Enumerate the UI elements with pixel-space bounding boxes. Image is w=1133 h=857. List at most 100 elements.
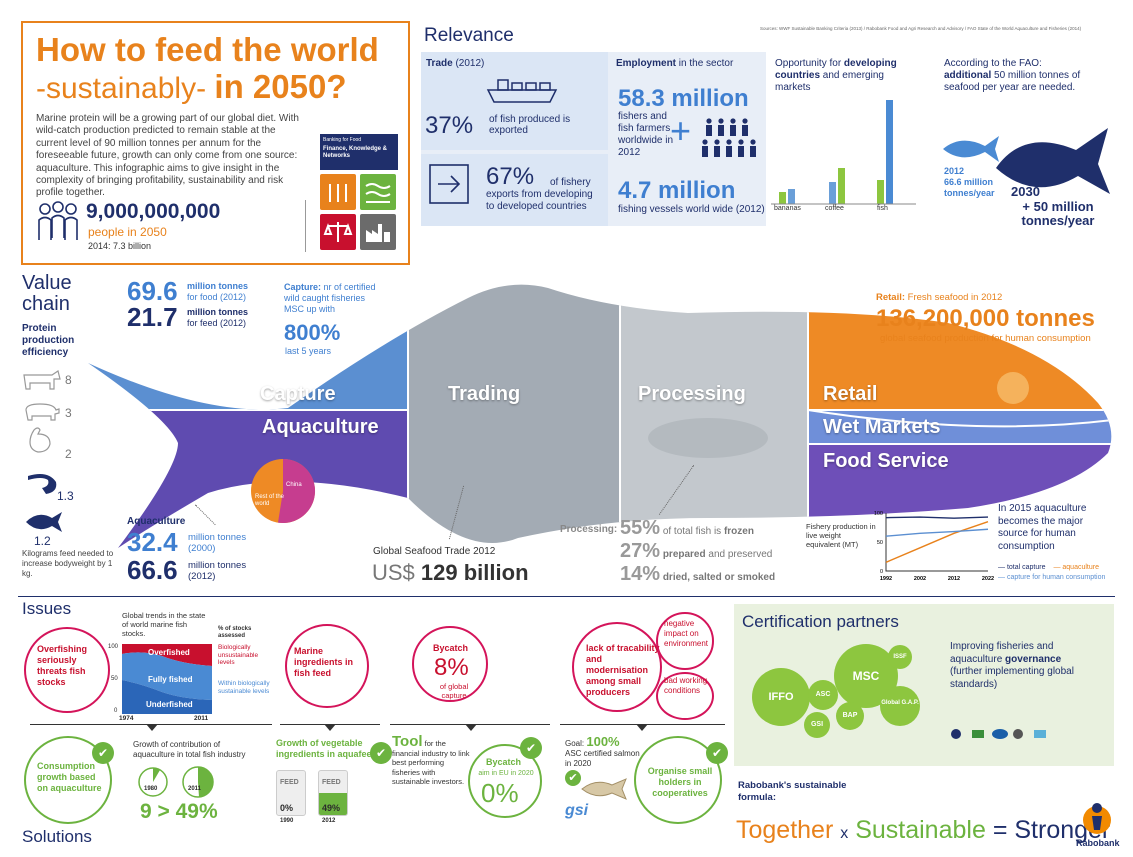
feed-bag-2012 xyxy=(318,770,348,816)
proc-3-desc-b: dried, salted or smoked xyxy=(662,572,776,583)
tool-bold: Tool xyxy=(392,733,423,750)
thumbs-up-icon: ✔ xyxy=(92,742,114,764)
growth-pie-2011 xyxy=(182,766,214,798)
efficiency-title: Protein production efficiency xyxy=(22,323,75,358)
proc-row-3: 14% dried, salted or smoked xyxy=(620,563,775,586)
stocks-y50: 50 xyxy=(111,676,118,682)
growth-formula: 9 > 49% xyxy=(140,800,218,823)
y-tick-label: 100 xyxy=(874,511,883,517)
banking-for-food-tile: Banking for Food Finance, Knowledge & Ne… xyxy=(320,134,398,170)
goal-b: 100% xyxy=(586,734,620,749)
gsi-gear: GSI xyxy=(804,712,830,738)
opp-b: developing countries xyxy=(775,58,897,81)
fish-body xyxy=(88,268,1128,568)
feed-bag-2012-fill xyxy=(319,793,347,815)
fao-text: According to the FAO: additional 50 mill… xyxy=(944,58,1114,94)
food-value: 69.6 xyxy=(127,276,178,306)
legend-unsustainable: Biologically unsustainable levels xyxy=(218,644,259,666)
negative-circle xyxy=(656,612,714,670)
employment-label-rest: in the sector xyxy=(678,58,734,69)
title-box xyxy=(21,21,410,265)
stocks-x1974: 1974 xyxy=(119,715,134,722)
series-line-1 xyxy=(885,521,989,563)
solutions-title: Solutions xyxy=(22,827,92,846)
bycatch-aim-value: 0% xyxy=(481,778,519,808)
fish-2012-year: 2012 xyxy=(944,166,965,176)
goal-text: Goal: 100% ASC certified salmon in 2020 xyxy=(565,734,645,769)
marine-circle xyxy=(285,624,369,708)
capture-note-bold: Capture: xyxy=(284,282,322,292)
pie-china: China xyxy=(286,482,302,488)
issf-gear: ISSF xyxy=(888,645,912,669)
bycatch-circle xyxy=(412,626,488,702)
x-tick-label: 2002 xyxy=(914,576,926,582)
processing-label: Processing: xyxy=(560,524,618,535)
fish-2030-year: 2030 xyxy=(1011,184,1040,199)
cod-fish-icon xyxy=(580,776,628,802)
production-chart-svg: 1992 2002 2012 2022 100 50 0 xyxy=(874,511,994,582)
trade-label-bold: Trade xyxy=(426,58,453,69)
divider-notch-2 xyxy=(324,724,336,731)
legend-sustainable: Within biologically sustainable levels xyxy=(218,680,270,695)
arrow-box-icon xyxy=(428,163,470,205)
stocks-under: Underfished xyxy=(146,700,193,709)
goal-a: Goal: xyxy=(565,739,585,748)
formula-eq: = xyxy=(992,816,1008,844)
factory-icon xyxy=(360,214,396,250)
capture-pct: 800% xyxy=(284,320,341,345)
legend-human: — capture for human consumption xyxy=(998,574,1106,581)
proc-row-1: 55% of total fish is frozen xyxy=(620,517,754,540)
efficiency-bass: 1.2 xyxy=(34,534,51,548)
shrimp-icon xyxy=(24,470,60,498)
rabobank-logo-icon xyxy=(1080,800,1114,836)
trade-label-year: (2012) xyxy=(455,58,485,69)
workers-icon xyxy=(702,118,762,162)
coffee-bar-1 xyxy=(829,182,836,204)
lack-text: lack of tracability and modernisation am… xyxy=(586,643,660,697)
aqua-note: In 2015 aquaculture becomes the major so… xyxy=(998,503,1087,552)
bananas-bar-1 xyxy=(779,192,786,204)
production-chart: 1992 2002 2012 2022 100 50 0 xyxy=(870,507,994,585)
formula: Together x Sustainable = Stronger xyxy=(736,816,1110,845)
page-title-line2: -sustainably- in 2050? xyxy=(36,68,347,106)
iffo-gear: IFFO xyxy=(752,668,810,726)
bar-label-coffee: coffee xyxy=(825,205,844,212)
employment-label: Employment in the sector xyxy=(616,58,733,69)
legend-total-text: total capture xyxy=(1006,564,1046,571)
bycatch-aim-desc: aim in EU in 2020 xyxy=(478,770,534,777)
big-fish-icon xyxy=(994,118,1114,198)
series-line-0 xyxy=(885,516,989,519)
certification-title: Certification partners xyxy=(742,612,899,631)
employment-label-bold: Employment xyxy=(616,58,677,69)
bycatch-aim-circle xyxy=(468,744,542,818)
legend-human-text: capture for human consumption xyxy=(1006,574,1106,581)
x-tick-label: 2012 xyxy=(948,576,960,582)
efficiency-shrimp: 1.3 xyxy=(57,489,74,503)
chicken-icon xyxy=(26,426,54,454)
vc-title-1: Value xyxy=(22,272,72,294)
vertical-divider xyxy=(305,200,306,252)
organise-text: Organise small holders in cooperatives xyxy=(647,766,713,798)
food-desc-bold: million tonnes xyxy=(187,281,249,291)
stocks-pct: % of stocks assessed xyxy=(218,626,252,639)
relevance-title: Relevance xyxy=(424,25,514,46)
title-sustainably: -sustainably- xyxy=(36,72,207,105)
globalgap-gear: Global G.A.P. xyxy=(880,686,920,726)
page-title-line1: How to feed the world xyxy=(36,31,379,68)
intro-text: Marine protein will be a growing part of… xyxy=(36,113,299,199)
growth-pie-1980 xyxy=(138,767,168,797)
stocks-title: Global trends in the state of world mari… xyxy=(122,611,206,638)
feed-pct-1990: 0% xyxy=(280,803,294,813)
bad-circle xyxy=(656,672,714,720)
bycatch-value: 8% xyxy=(434,654,469,681)
feed-value: 21.7 xyxy=(127,302,178,332)
rabobank-brand: Rabobank xyxy=(1076,838,1120,848)
asc-gear: ASC xyxy=(808,680,838,710)
goal-desc: ASC certified salmon in 2020 xyxy=(565,749,640,768)
employment-desc: fishers and fish farmers worldwide in 20… xyxy=(618,111,674,158)
thumbs-up-icon: ✔ xyxy=(520,737,542,759)
formula-sustainable: Sustainable xyxy=(855,816,986,844)
growth-title: Growth of contribution of aquaculture in… xyxy=(133,740,246,759)
proc-2-pct: 27% xyxy=(620,540,661,562)
capture-note-rest: nr of certified wild caught fisheries MS… xyxy=(284,282,376,314)
